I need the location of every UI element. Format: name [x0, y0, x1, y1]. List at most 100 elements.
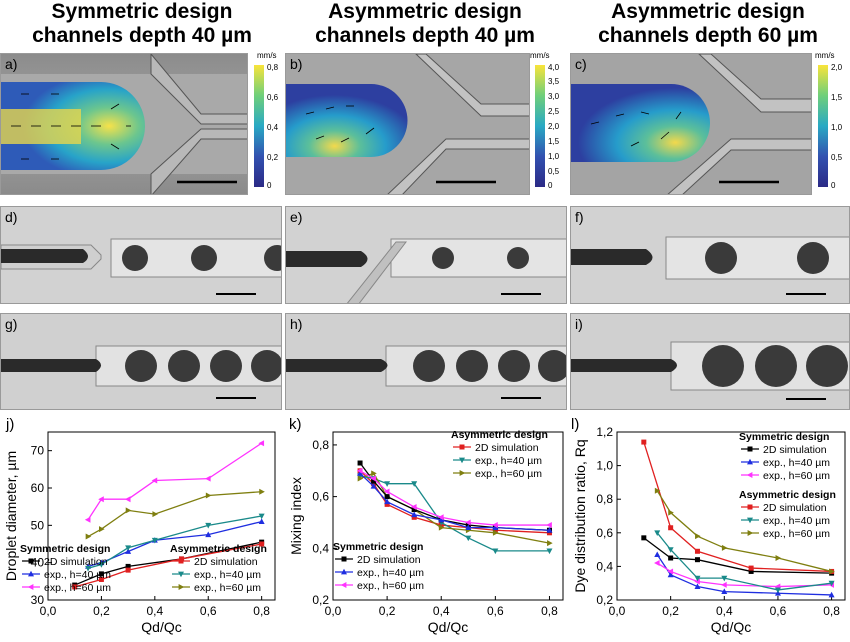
y-axis-label: Mixing index	[288, 477, 304, 555]
series-teal	[654, 530, 835, 594]
data-point	[98, 571, 104, 577]
data-point	[411, 507, 417, 513]
series-blue	[357, 470, 553, 533]
panel-label: b)	[290, 56, 303, 72]
panel-label: g)	[5, 316, 18, 332]
legend-title: Symmetric design	[333, 541, 423, 553]
legend-item: exp., h=40 µm	[763, 515, 830, 527]
series-black	[641, 535, 835, 576]
data-point	[85, 533, 92, 540]
y-tick-label: 60	[31, 481, 45, 495]
y-tick-label: 0,6	[312, 490, 329, 504]
x-tick-label: 0,0	[40, 604, 57, 618]
data-point	[411, 511, 418, 518]
data-point	[654, 487, 661, 494]
data-point	[694, 575, 701, 582]
colorbar-tick: 4,0	[548, 63, 560, 72]
data-point	[654, 530, 661, 536]
header-line1: Asymmetric design	[328, 0, 522, 23]
x-tick-label: 0,4	[433, 604, 450, 618]
series-magenta	[654, 560, 834, 590]
data-point	[384, 501, 390, 507]
x-tick-label: 0,2	[379, 604, 396, 618]
legend-item: exp., h=40 µm	[194, 569, 261, 581]
legend-item: exp., h=60 µm	[763, 528, 830, 540]
colorbar-tick: 0,8	[267, 63, 279, 72]
data-point	[828, 580, 835, 587]
data-point	[747, 517, 753, 524]
y-tick-label: 0,6	[596, 526, 613, 540]
y-tick-label: 0,4	[312, 541, 329, 555]
series-line	[656, 532, 832, 591]
droplet-image-i: i)	[570, 313, 850, 410]
data-point	[383, 488, 390, 495]
data-point	[125, 567, 131, 573]
data-point	[667, 568, 674, 575]
data-point	[747, 530, 754, 536]
header-line1: Asymmetric design	[611, 0, 805, 23]
x-tick-label: 0,2	[93, 604, 110, 618]
colorbar-unit: mm/s	[815, 51, 835, 60]
y-tick-label: 0,4	[596, 559, 613, 573]
colorbar-tick: 0	[548, 181, 553, 190]
y-tick-label: 50	[31, 518, 45, 532]
data-point	[775, 555, 782, 561]
data-point	[411, 514, 417, 520]
data-point	[341, 568, 347, 575]
series-line	[656, 554, 832, 596]
colorbar-tick: 1,5	[548, 137, 560, 146]
data-point	[465, 535, 472, 542]
y-tick-label: 30	[31, 593, 45, 607]
series-line	[87, 515, 262, 569]
data-point	[27, 584, 34, 590]
series-line	[87, 491, 262, 538]
legend-item: 2D simulation	[44, 556, 108, 568]
micrograph-droplets-h	[286, 314, 566, 409]
y-tick-label: 1,0	[596, 459, 613, 473]
x-tick-label: 0,6	[770, 604, 787, 618]
data-point	[98, 576, 104, 582]
data-point	[357, 470, 364, 476]
data-point	[84, 516, 91, 523]
data-point	[641, 439, 647, 445]
plot-frame	[47, 431, 276, 601]
data-point	[641, 535, 647, 541]
data-point	[654, 560, 660, 567]
series-magenta	[356, 467, 552, 529]
colorbar-tick: 1,0	[831, 123, 843, 132]
y-tick-label: 0,8	[596, 492, 613, 506]
series-magenta	[84, 440, 265, 523]
chart-dye-distribution: 0,0 0,2 0,4 0,6 0,80,20,40,60,81,01,2Qd/QcDy…	[572, 425, 846, 635]
data-point	[178, 571, 184, 578]
header-line2: channels depth 40 µm	[315, 24, 535, 47]
y-axis-label: Dye distribution ratio, Rq	[572, 439, 588, 592]
data-point	[340, 582, 347, 588]
y-tick-label: 40	[31, 556, 45, 570]
micrograph-droplets-i	[571, 314, 849, 409]
data-point	[98, 496, 104, 503]
droplet-image-g: g)	[0, 313, 282, 410]
colorbar-tick: 1,0	[548, 152, 560, 161]
droplet-image-e: e)	[285, 206, 567, 304]
data-point	[746, 472, 753, 478]
legend-item: exp., h=40 µm	[357, 567, 424, 579]
panel-label: d)	[5, 209, 18, 225]
data-point	[546, 527, 553, 533]
panel-label: k)	[289, 416, 302, 433]
data-point	[151, 537, 158, 544]
panel-label: a)	[5, 56, 18, 72]
data-point	[357, 460, 363, 466]
y-tick-label: 70	[31, 444, 45, 458]
colorbar-c: mm/s 2,0 1,5 1,0 0,5 0	[815, 51, 850, 193]
data-point	[178, 584, 185, 590]
micrograph-droplets-g	[1, 314, 281, 409]
header-line2: channels depth 60 µm	[598, 24, 818, 47]
legend-item: exp., h=60 µm	[194, 582, 261, 594]
colorbar-b: mm/s 4,0 3,5 3,0 2,5 2,0 1,5 1,0 0,5 0	[530, 51, 567, 193]
data-point	[85, 565, 92, 572]
